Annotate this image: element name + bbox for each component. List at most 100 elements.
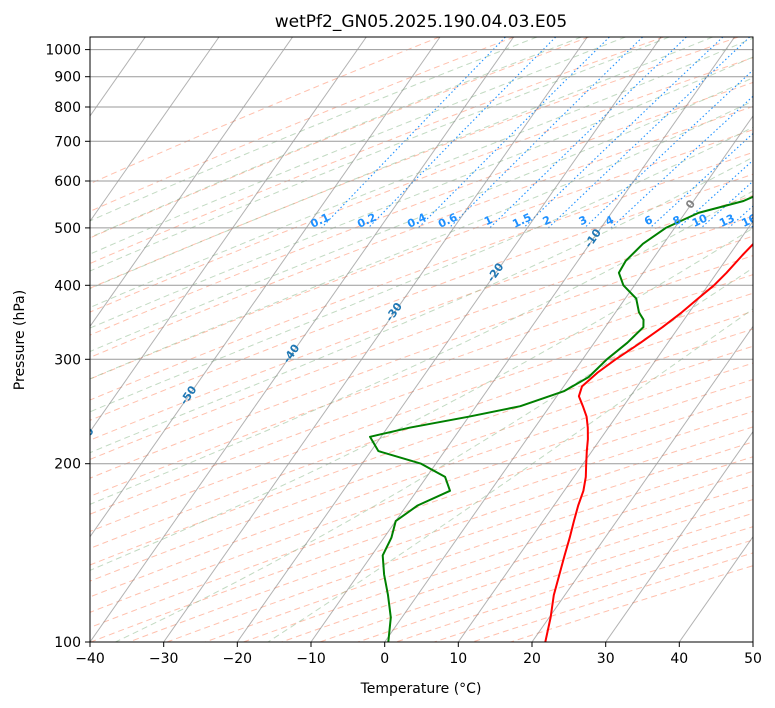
dry-adiabats (90, 37, 753, 642)
dry-adiabat-line (90, 345, 753, 582)
dry-adiabat-line (90, 37, 515, 212)
mixing-ratio-line (700, 180, 753, 229)
y-tick-label: 900 (54, 70, 81, 86)
moist-adiabat-line (90, 37, 753, 309)
x-tick-label: −40 (75, 651, 105, 667)
y-tick-label: 400 (54, 278, 81, 294)
isotherm-line (90, 37, 515, 642)
dry-adiabat-line (90, 215, 753, 460)
mixing-ratio-label: 3 (577, 213, 589, 228)
x-tick-label: 30 (597, 651, 615, 667)
mixing-ratio-label: 13 (717, 212, 736, 230)
x-tick-label: 20 (523, 651, 541, 667)
chart-title: wetPf2_GN05.2025.190.04.03.E05 (275, 12, 567, 32)
dry-adiabat-line (90, 37, 739, 289)
isotherm-line (90, 37, 367, 433)
moist-adiabat-line (90, 37, 538, 222)
isotherm-line (90, 37, 441, 538)
isotherm-label: -10 (582, 226, 604, 250)
isotherm-label: -40 (280, 342, 302, 366)
mixing-ratio-line (728, 205, 753, 229)
isotherm-label: 0 (683, 197, 698, 211)
dry-adiabat-line (166, 441, 753, 642)
mixing-ratio-line (523, 37, 724, 229)
isotherm-line (90, 37, 220, 223)
mixing-ratio-line (448, 37, 643, 229)
mixing-ratio-label: 16 (740, 211, 760, 229)
isotherm-line (752, 641, 753, 642)
y-tick-label: 100 (54, 635, 81, 651)
mixing-ratio-label: 4 (603, 213, 616, 228)
dry-adiabat-line (90, 378, 753, 613)
dry-adiabat-line (90, 235, 753, 479)
dry-adiabat-line (90, 410, 753, 642)
plot-area: 0.10.20.40.611.52346810131620253036-100-… (75, 37, 775, 642)
dry-adiabat-line (90, 194, 753, 441)
y-tick-label: 700 (54, 134, 81, 150)
mixing-ratio-label: 2 (541, 213, 553, 228)
moist-adiabat-line (90, 37, 713, 290)
y-tick-label: 600 (54, 174, 81, 190)
isotherm-line (310, 37, 736, 642)
dry-adiabat-line (90, 274, 753, 515)
moist-adiabats (90, 37, 753, 642)
dry-adiabat-line (128, 426, 753, 642)
dry-adiabat-line (90, 105, 753, 358)
isotherm-line (605, 430, 753, 642)
y-tick-label: 500 (54, 221, 81, 237)
mixing-ratio-line (417, 37, 610, 229)
dewpoint-profile-line (369, 195, 753, 642)
dry-adiabat-line (90, 37, 664, 265)
mixing-ratio-line (489, 37, 687, 229)
dry-adiabat-line (90, 81, 753, 336)
x-axis-ticks: −40 −30 −20 −10 0 10 20 30 40 50 (75, 642, 762, 667)
x-tick-label: 10 (449, 651, 467, 667)
mixing-ratio-label: 1 (482, 213, 494, 228)
isotherm-line (531, 325, 753, 642)
mixing-ratio-line (321, 37, 506, 229)
moist-adiabat-line (90, 126, 753, 413)
temperature-profile-line (544, 242, 753, 642)
dry-adiabat-line (90, 173, 753, 421)
moist-adiabat-line (90, 190, 753, 505)
y-tick-label: 200 (54, 457, 81, 473)
profile-series (369, 195, 753, 642)
isotherm-line (457, 220, 753, 642)
mixing-ratio-line (678, 159, 753, 229)
moist-adiabat-line (115, 267, 753, 642)
x-tick-label: 50 (744, 651, 762, 667)
moist-adiabat-line (90, 37, 670, 272)
dry-adiabat-line (90, 328, 753, 566)
moist-adiabat-line (90, 156, 753, 454)
x-tick-label: 40 (670, 651, 688, 667)
mixing-ratio-label: 20 (764, 211, 775, 229)
dry-adiabat-line (205, 456, 753, 642)
dry-adiabat-line (281, 484, 753, 642)
moist-adiabat-line (90, 56, 753, 329)
isotherm-line (90, 37, 294, 328)
mixing-ratio-line (547, 37, 751, 229)
moist-adiabat-line (90, 227, 753, 571)
dry-adiabat-line (90, 37, 440, 185)
mixing-ratio-line (649, 132, 753, 229)
dry-adiabat-line (90, 57, 753, 313)
moist-adiabat-line (90, 100, 753, 380)
isotherm-label: -20 (484, 260, 506, 284)
isotherm-label: -60 (75, 425, 97, 449)
y-axis-ticks: 1000 900 800 700 600 500 400 300 200 100 (45, 43, 90, 651)
dry-adiabat-line (90, 129, 753, 380)
moist-adiabat-line (90, 37, 582, 238)
mixing-ratio-line (584, 69, 753, 229)
dry-adiabat-line (90, 310, 753, 549)
x-tick-label: −10 (296, 651, 326, 667)
isotherm-line (678, 535, 753, 642)
dry-adiabat-line (90, 151, 753, 401)
mixing-ratio-label: 10 (690, 211, 710, 229)
x-tick-label: −20 (223, 651, 253, 667)
mixing-ratio-lines (321, 37, 753, 229)
mixing-ratio-line (750, 225, 753, 229)
mixing-ratio-line (367, 37, 557, 229)
y-tick-label: 300 (54, 352, 81, 368)
dry-adiabat-line (90, 37, 590, 239)
isotherm-label: -30 (383, 300, 405, 324)
